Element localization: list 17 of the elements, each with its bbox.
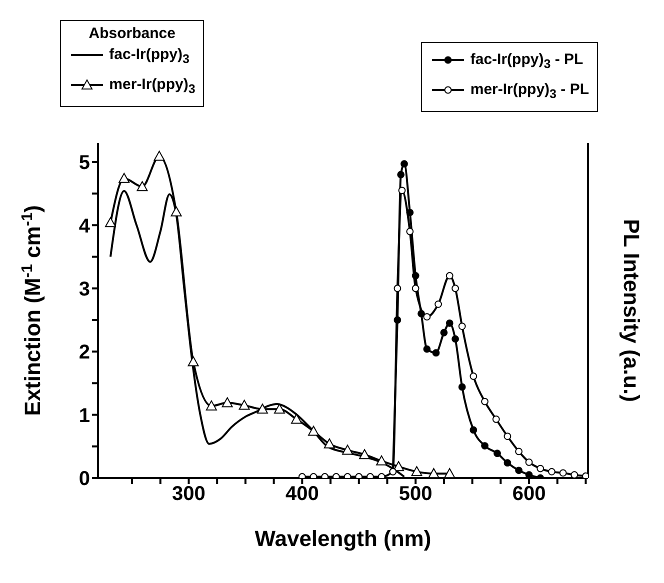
y-tick-label: 1	[78, 404, 90, 427]
y-tick-label: 4	[78, 215, 91, 238]
legend-label: mer-Ir(ppy)$_{3}$	[109, 76, 196, 96]
legend-title: Absorbance	[88, 25, 176, 42]
legend-label: fac-Ir(ppy)$_{3}$	[109, 46, 190, 66]
y-tick-label: 3	[78, 278, 90, 300]
x-tick-label: 400	[285, 483, 319, 506]
y2-axis-title: PL Intensity (a.u.)	[619, 219, 644, 402]
x-axis-title: Wavelength (nm)	[254, 526, 432, 551]
legend-label: mer-Ir(ppy)$_{3}$ - PL	[470, 81, 589, 101]
x-tick-label: 300	[172, 483, 206, 506]
y-tick-label: 5	[78, 152, 90, 174]
y-tick-label: 2	[78, 342, 90, 364]
x-tick-label: 500	[398, 483, 432, 506]
legend-label: fac-Ir(ppy)$_{3}$ - PL	[470, 51, 584, 71]
x-tick-label: 600	[512, 483, 546, 506]
y-tick-label: 0	[78, 468, 90, 490]
